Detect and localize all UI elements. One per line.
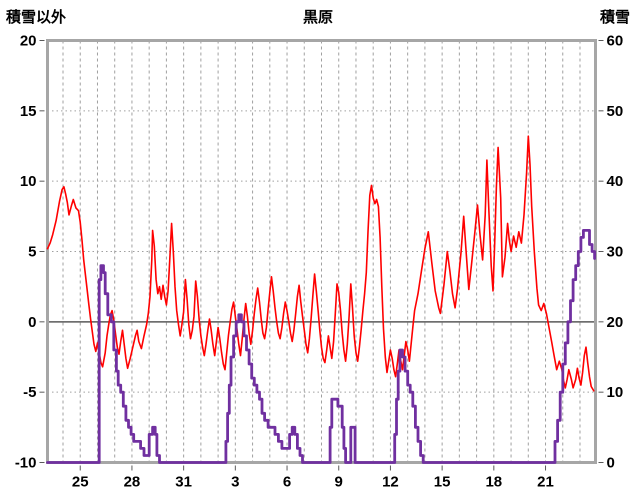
- right-tick-label: 40: [607, 173, 624, 190]
- left-tick-label: 10: [20, 173, 37, 190]
- x-tick-label: 9: [335, 474, 343, 491]
- temperature-line: [46, 135, 595, 392]
- right-tick-label: 20: [607, 314, 624, 331]
- right-tick-label: 30: [607, 244, 624, 261]
- x-tick-label: 3: [231, 474, 239, 491]
- left-axis-title: 積雪以外: [6, 9, 67, 26]
- x-tick-label: 12: [382, 474, 399, 491]
- left-tick-label: 0: [28, 314, 36, 331]
- left-tick-label: -5: [23, 384, 36, 401]
- x-tick-label: 15: [434, 474, 451, 491]
- right-tick-label: 0: [607, 455, 615, 472]
- right-tick-label: 60: [607, 33, 624, 50]
- left-tick-label: -10: [15, 455, 37, 472]
- right-tick-label: 50: [607, 103, 624, 120]
- x-tick-label: 18: [485, 474, 502, 491]
- chart-title: 黒原: [302, 9, 333, 26]
- left-tick-label: 20: [20, 33, 37, 50]
- x-tick-label: 25: [72, 474, 89, 491]
- left-tick-label: 15: [20, 103, 37, 120]
- x-tick-label: 31: [175, 474, 192, 491]
- x-tick-label: 21: [537, 474, 554, 491]
- right-tick-label: 10: [607, 384, 624, 401]
- right-axis-title: 積雪: [599, 9, 630, 26]
- x-tick-label: 6: [283, 474, 291, 491]
- snow-depth-line: [46, 228, 596, 464]
- left-tick-label: 5: [28, 244, 36, 261]
- x-tick-label: 28: [124, 474, 141, 491]
